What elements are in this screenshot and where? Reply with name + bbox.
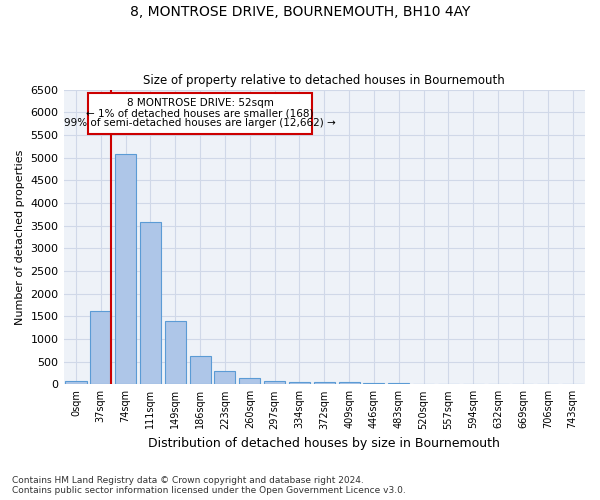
Bar <box>239 378 260 384</box>
FancyBboxPatch shape <box>88 93 312 134</box>
Bar <box>338 382 359 384</box>
Text: Contains HM Land Registry data © Crown copyright and database right 2024.
Contai: Contains HM Land Registry data © Crown c… <box>12 476 406 495</box>
Text: ← 1% of detached houses are smaller (168): ← 1% of detached houses are smaller (168… <box>86 108 314 118</box>
Y-axis label: Number of detached properties: Number of detached properties <box>15 149 25 324</box>
Bar <box>214 370 235 384</box>
Bar <box>190 356 211 384</box>
Bar <box>364 382 385 384</box>
Text: 8 MONTROSE DRIVE: 52sqm: 8 MONTROSE DRIVE: 52sqm <box>127 98 274 108</box>
Text: 8, MONTROSE DRIVE, BOURNEMOUTH, BH10 4AY: 8, MONTROSE DRIVE, BOURNEMOUTH, BH10 4AY <box>130 5 470 19</box>
Bar <box>65 381 86 384</box>
X-axis label: Distribution of detached houses by size in Bournemouth: Distribution of detached houses by size … <box>148 437 500 450</box>
Text: 99% of semi-detached houses are larger (12,662) →: 99% of semi-detached houses are larger (… <box>64 118 336 128</box>
Bar <box>289 382 310 384</box>
Bar <box>115 154 136 384</box>
Bar <box>314 382 335 384</box>
Bar <box>264 380 285 384</box>
Title: Size of property relative to detached houses in Bournemouth: Size of property relative to detached ho… <box>143 74 505 87</box>
Bar <box>90 310 112 384</box>
Bar <box>165 321 186 384</box>
Bar <box>140 222 161 384</box>
